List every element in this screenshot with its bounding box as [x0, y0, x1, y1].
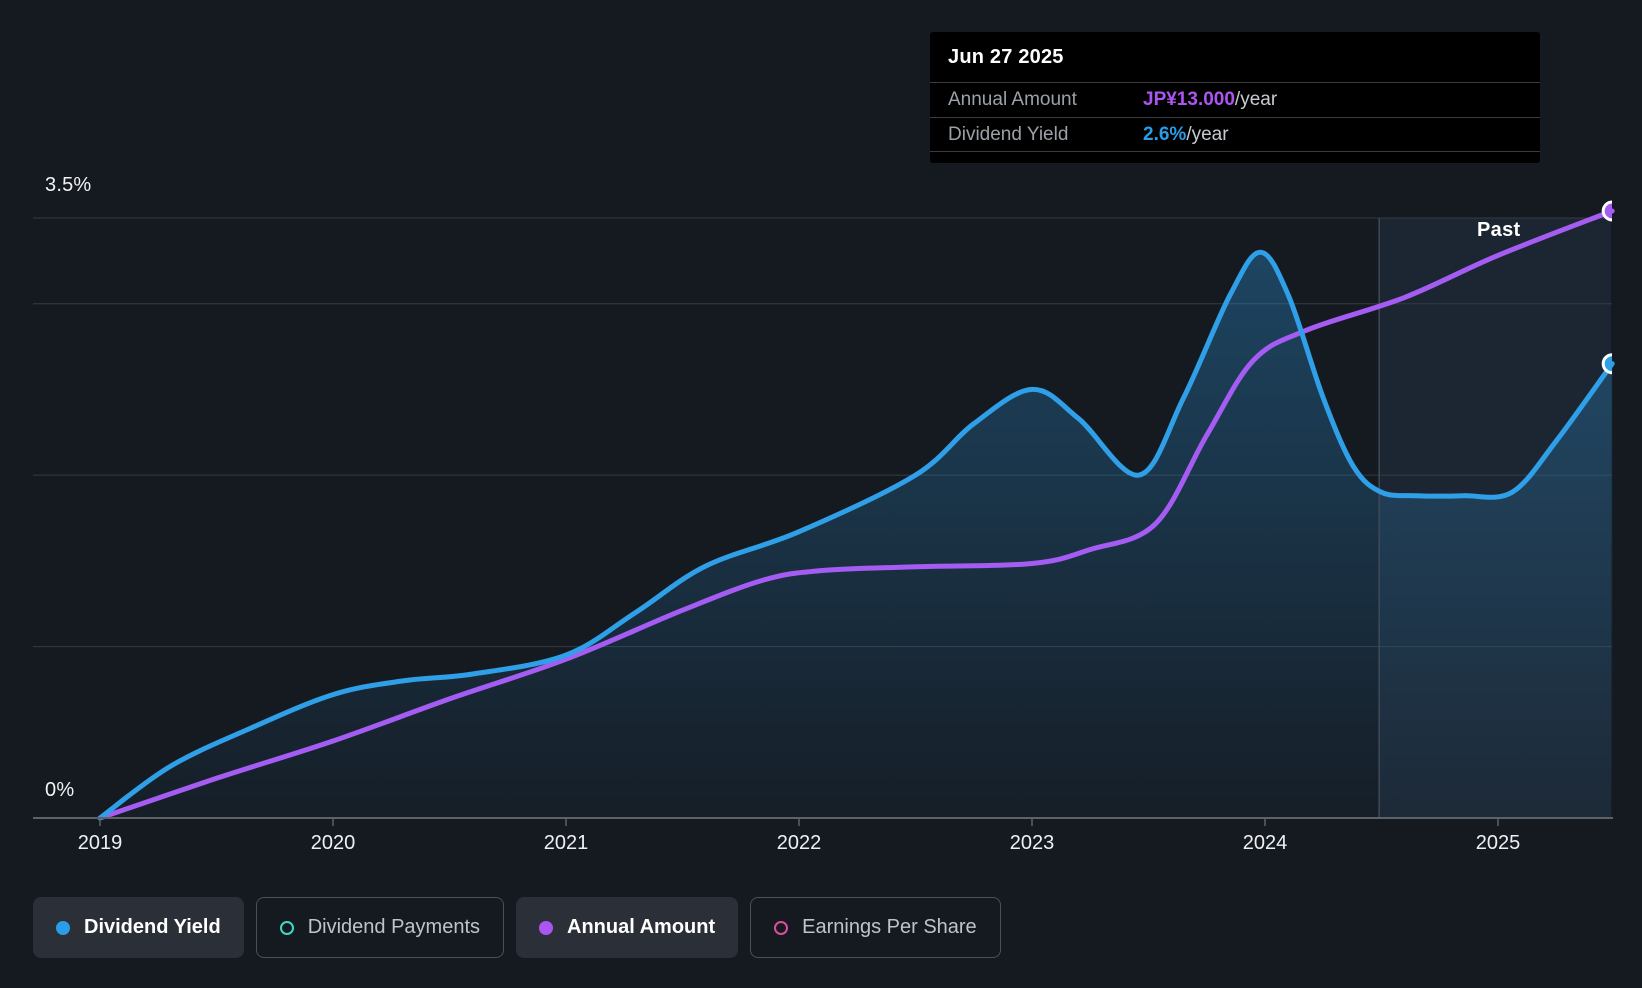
- tooltip-row-value: 2.6%: [1143, 123, 1187, 145]
- x-axis-label-2024: 2024: [1242, 832, 1288, 854]
- legend-button-earnings-per-share[interactable]: Earnings Per Share: [750, 897, 1001, 958]
- y-axis-label-min: 0%: [45, 779, 75, 801]
- past-label: Past: [1477, 219, 1521, 241]
- tooltip-row: Annual Amount JP¥13.000/year: [930, 82, 1540, 117]
- tooltip-row-label: Annual Amount: [948, 89, 1077, 110]
- tooltip-row-label: Dividend Yield: [948, 123, 1069, 145]
- x-axis-label-2021: 2021: [543, 832, 589, 854]
- chart-tooltip: Jun 27 2025 Annual Amount JP¥13.000/year D…: [930, 32, 1540, 163]
- yield-endpoint-dot: [1601, 353, 1612, 375]
- x-axis-label-2023: 2023: [1009, 832, 1055, 854]
- earnings-per-share-marker-icon: [774, 920, 789, 935]
- legend-button-dividend-payments[interactable]: Dividend Payments: [255, 897, 505, 958]
- legend-button-annual-amount[interactable]: Annual Amount: [516, 897, 739, 958]
- legend-button-label: Earnings Per Share: [802, 916, 977, 938]
- annual-amount-endpoint-dot: [1601, 200, 1612, 222]
- tooltip-row-suffix: /year: [1234, 89, 1278, 110]
- dividend-yield-marker-icon: [56, 920, 70, 935]
- y-axis-label-max: 3.5%: [45, 174, 92, 196]
- dividend-payments-marker-icon: [279, 920, 294, 935]
- annual-amount-marker-icon: [539, 920, 554, 935]
- yield-area: [100, 252, 1613, 819]
- annual-amount-line: [97, 208, 1615, 821]
- tooltip-date: Jun 27 2025: [948, 45, 1064, 68]
- legend-button-label: Dividend Payments: [307, 916, 481, 938]
- chart-legend: Dividend Yield Dividend Payments Annual Am…: [33, 897, 1001, 958]
- x-axis-label-2022: 2022: [776, 832, 822, 854]
- yield-line: [97, 249, 1615, 821]
- x-axis-label-2020: 2020: [310, 832, 356, 854]
- legend-button-label: Annual Amount: [567, 916, 716, 938]
- x-axis-label-2025: 2025: [1475, 832, 1521, 854]
- tooltip-rows: Annual Amount JP¥13.000/year Dividend Yiel…: [930, 82, 1540, 152]
- legend-button-label: Dividend Yield: [84, 916, 221, 938]
- tooltip-row-value: JP¥13.000: [1143, 89, 1235, 110]
- tooltip-row-suffix: /year: [1186, 123, 1229, 145]
- tooltip-row: Dividend Yield 2.6%/year: [930, 117, 1540, 152]
- x-axis-label-2019: 2019: [77, 832, 123, 854]
- legend-button-dividend-yield[interactable]: Dividend Yield: [33, 897, 244, 958]
